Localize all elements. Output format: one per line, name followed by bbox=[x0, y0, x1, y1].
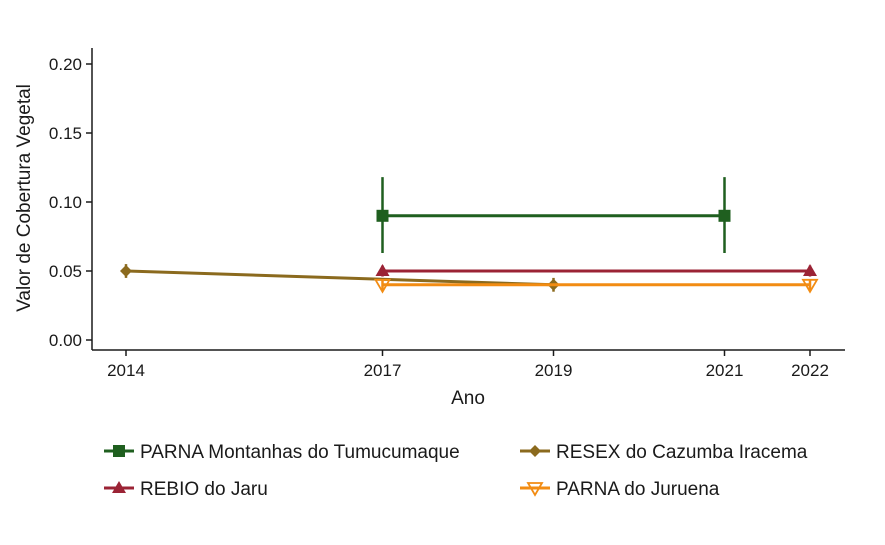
series-4 bbox=[373, 278, 819, 294]
legend-item: PARNA do Juruena bbox=[520, 479, 720, 500]
legend-label: PARNA do Juruena bbox=[556, 479, 720, 500]
legend-marker bbox=[529, 445, 541, 457]
y-axis: 0.00 0.05 0.10 0.15 0.20 Valor de Cobertura … bbox=[14, 48, 93, 350]
legend-marker bbox=[526, 482, 544, 497]
legend-label: REBIO do Jaru bbox=[140, 479, 268, 500]
x-tick-label: 2017 bbox=[364, 361, 402, 380]
y-tick-label: 0.05 bbox=[49, 262, 82, 281]
legend-marker bbox=[113, 445, 125, 457]
series-3 bbox=[375, 264, 817, 277]
series-2 bbox=[120, 264, 560, 292]
x-tick-label: 2014 bbox=[107, 361, 145, 380]
x-tick-label: 2019 bbox=[535, 361, 573, 380]
x-tick-label: 2021 bbox=[706, 361, 744, 380]
y-tick-label: 0.10 bbox=[49, 193, 82, 212]
legend: PARNA Montanhas do Tumucumaque RESEX do C… bbox=[104, 442, 808, 500]
legend-marker bbox=[112, 481, 126, 493]
data-point bbox=[718, 209, 731, 222]
x-axis-label: Ano bbox=[451, 388, 485, 409]
y-ticks: 0.00 0.05 0.10 0.15 0.20 bbox=[49, 55, 92, 350]
legend-item: PARNA Montanhas do Tumucumaque bbox=[104, 442, 460, 463]
data-point bbox=[373, 278, 392, 294]
legend-item: RESEX do Cazumba Iracema bbox=[520, 442, 808, 463]
legend-label: RESEX do Cazumba Iracema bbox=[556, 442, 808, 463]
x-axis: 2014 2017 2019 2021 2022 Ano bbox=[92, 349, 845, 409]
y-tick-label: 0.00 bbox=[49, 331, 82, 350]
series-1 bbox=[376, 177, 731, 254]
plot-area bbox=[120, 177, 819, 294]
y-axis-label: Valor de Cobertura Vegetal bbox=[14, 84, 35, 312]
x-ticks: 2014 2017 2019 2021 2022 bbox=[107, 350, 829, 380]
y-tick-label: 0.15 bbox=[49, 124, 82, 143]
y-tick-label: 0.20 bbox=[49, 55, 82, 74]
x-tick-label: 2022 bbox=[791, 361, 829, 380]
data-point bbox=[376, 209, 389, 222]
legend-item: REBIO do Jaru bbox=[104, 479, 268, 500]
series-line bbox=[125, 269, 554, 287]
legend-label: PARNA Montanhas do Tumucumaque bbox=[140, 442, 460, 463]
data-point bbox=[120, 265, 132, 277]
data-point bbox=[803, 264, 817, 276]
data-point bbox=[801, 278, 819, 294]
data-point bbox=[375, 264, 390, 276]
